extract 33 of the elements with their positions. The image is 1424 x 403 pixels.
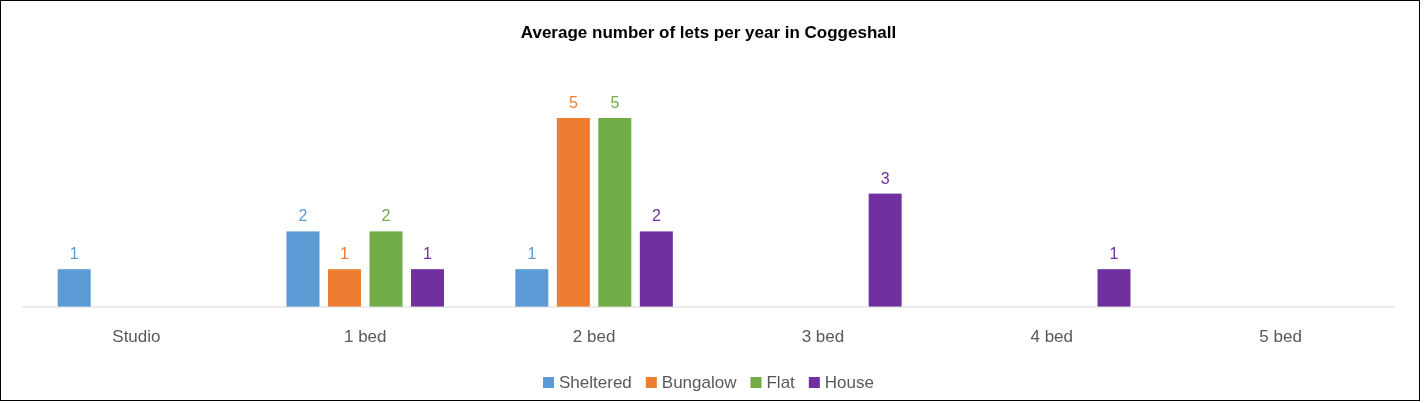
x-tick-label: Studio <box>112 327 161 346</box>
data-label: 1 <box>69 245 79 263</box>
bar <box>411 269 444 307</box>
x-tick-label: 2 bed <box>572 327 616 346</box>
x-tick-label: 5 bed <box>1259 327 1302 346</box>
data-label: 1 <box>340 245 350 263</box>
bar <box>328 269 361 307</box>
bar <box>868 193 902 307</box>
bar <box>515 269 549 307</box>
data-label: 1 <box>1109 245 1119 263</box>
data-label: 2 <box>381 207 391 225</box>
data-label: 1 <box>423 245 433 263</box>
bar <box>598 118 632 307</box>
data-label: 3 <box>880 169 890 187</box>
x-tick-label: 3 bed <box>801 327 845 346</box>
legend-label: Bungalow <box>661 373 738 392</box>
bar <box>1097 269 1131 307</box>
data-label: 2 <box>298 207 308 225</box>
legend-label: House <box>824 373 874 392</box>
legend-label: Sheltered <box>559 373 632 392</box>
data-label: 1 <box>527 245 537 263</box>
data-label: 5 <box>568 94 578 111</box>
chart-title: Average number of lets per year in Coggeshall <box>520 23 897 42</box>
bar <box>369 231 403 307</box>
x-tick-label: 4 bed <box>1030 327 1074 346</box>
bar <box>639 231 673 307</box>
x-tick-label: 1 bed <box>343 327 387 346</box>
data-label: 5 <box>610 94 620 111</box>
bar <box>57 269 91 307</box>
data-label: 2 <box>651 207 661 225</box>
bar <box>556 118 590 307</box>
legend-label: Flat <box>766 373 796 392</box>
bar <box>286 231 320 307</box>
